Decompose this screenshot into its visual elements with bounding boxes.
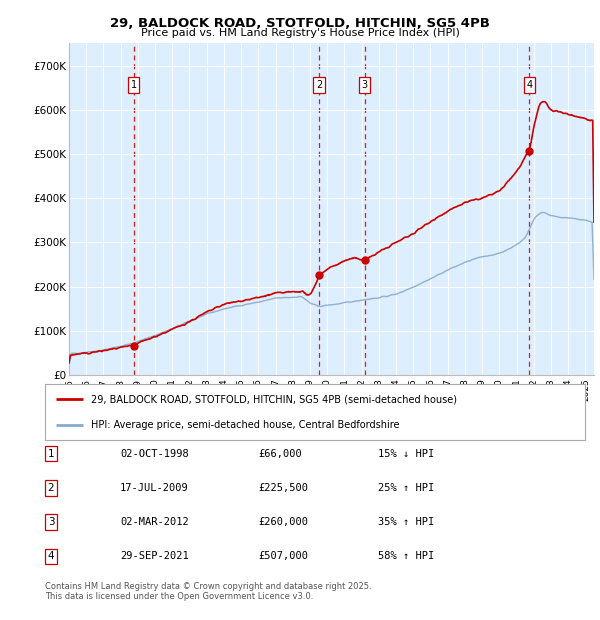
Text: 35% ↑ HPI: 35% ↑ HPI [378, 517, 434, 527]
Text: 29, BALDOCK ROAD, STOTFOLD, HITCHIN, SG5 4PB (semi-detached house): 29, BALDOCK ROAD, STOTFOLD, HITCHIN, SG5… [91, 394, 457, 404]
Text: 3: 3 [47, 517, 55, 527]
Text: £225,500: £225,500 [258, 483, 308, 493]
Text: £66,000: £66,000 [258, 449, 302, 459]
Text: 1: 1 [130, 80, 137, 90]
Text: 3: 3 [361, 80, 368, 90]
Text: 2: 2 [316, 80, 322, 90]
Text: 02-OCT-1998: 02-OCT-1998 [120, 449, 189, 459]
Text: 4: 4 [47, 551, 55, 561]
Text: 17-JUL-2009: 17-JUL-2009 [120, 483, 189, 493]
Text: 02-MAR-2012: 02-MAR-2012 [120, 517, 189, 527]
Text: 29, BALDOCK ROAD, STOTFOLD, HITCHIN, SG5 4PB: 29, BALDOCK ROAD, STOTFOLD, HITCHIN, SG5… [110, 17, 490, 30]
Text: 2: 2 [47, 483, 55, 493]
Text: 58% ↑ HPI: 58% ↑ HPI [378, 551, 434, 561]
Text: £260,000: £260,000 [258, 517, 308, 527]
Text: Price paid vs. HM Land Registry's House Price Index (HPI): Price paid vs. HM Land Registry's House … [140, 28, 460, 38]
Text: Contains HM Land Registry data © Crown copyright and database right 2025.
This d: Contains HM Land Registry data © Crown c… [45, 582, 371, 601]
Text: £507,000: £507,000 [258, 551, 308, 561]
Text: 15% ↓ HPI: 15% ↓ HPI [378, 449, 434, 459]
Text: 4: 4 [526, 80, 533, 90]
Text: HPI: Average price, semi-detached house, Central Bedfordshire: HPI: Average price, semi-detached house,… [91, 420, 400, 430]
Text: 1: 1 [47, 449, 55, 459]
Text: 29-SEP-2021: 29-SEP-2021 [120, 551, 189, 561]
Text: 25% ↑ HPI: 25% ↑ HPI [378, 483, 434, 493]
